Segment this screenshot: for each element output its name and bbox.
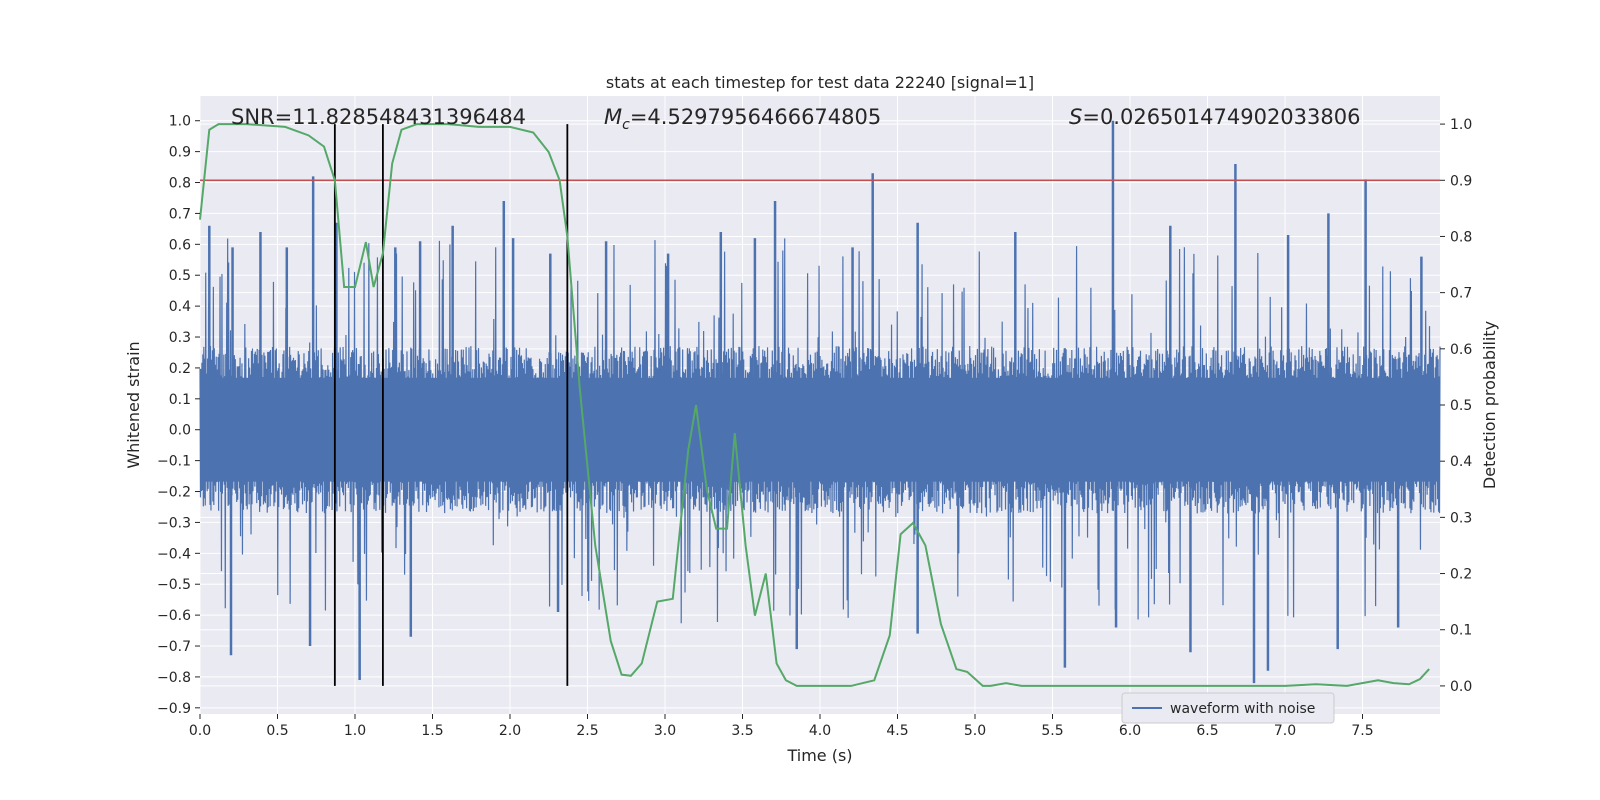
waveform-core: [200, 377, 1440, 482]
x-tick-label: 1.5: [421, 723, 443, 739]
y-tick-label: −0.6: [157, 608, 191, 624]
y2-axis-label: Detection probability: [1480, 321, 1499, 489]
x-axis-label: Time (s): [786, 746, 852, 765]
x-tick-label: 0.0: [189, 723, 211, 739]
chirp-mass-subscript: c: [622, 117, 630, 133]
y-tick-label: −0.7: [157, 639, 191, 655]
y2-tick-label: 0.9: [1450, 173, 1472, 189]
y-axis-label: Whitened strain: [124, 341, 143, 468]
y-tick-label: 0.6: [169, 237, 191, 253]
y-tick-label: 0.2: [169, 361, 191, 377]
y-tick-label: 0.0: [169, 423, 191, 439]
overlay-layer: [200, 124, 1440, 686]
y2-tick-label: 0.7: [1450, 286, 1472, 302]
y2-tick-label: 0.4: [1450, 454, 1472, 470]
x-tick-label: 5.0: [964, 723, 986, 739]
axis-layer: 0.0 0.5 1.0 1.5 2.0 2.5 3.0 3.5 4.0 4.5 5.0 5.5 6.0 6…: [157, 114, 1472, 739]
legend-label: waveform with noise: [1170, 701, 1315, 717]
x-tick-label: 4.0: [809, 723, 831, 739]
y-tick-label: −0.1: [157, 454, 191, 470]
snr-annotation: SNR=11.828548431396484: [231, 105, 526, 129]
x-tick-label: 3.5: [731, 723, 753, 739]
y-tick-label: −0.2: [157, 485, 191, 501]
x-tick-label: 1.0: [344, 723, 366, 739]
probability-layer: [199, 123, 1430, 687]
x-tick-label: 6.0: [1119, 723, 1141, 739]
s-symbol: S: [1069, 105, 1082, 129]
y2-tick-label: 1.0: [1450, 117, 1472, 133]
y2-tick-label: 0.1: [1450, 623, 1472, 639]
x-tick-label: 5.5: [1041, 723, 1063, 739]
x-tick-label: 7.5: [1351, 723, 1373, 739]
y-tick-label: 0.7: [169, 206, 191, 222]
x-tick-label: 6.5: [1196, 723, 1218, 739]
chart-title: stats at each timestep for test data 222…: [606, 73, 1034, 92]
y2-tick-label: 0.3: [1450, 510, 1472, 526]
y-tick-label: −0.9: [157, 701, 191, 717]
x-tick-label: 3.0: [654, 723, 676, 739]
detection-probability-line: [199, 123, 1430, 687]
chirp-mass-annotation: Mc=4.5297956466674805: [604, 105, 881, 133]
legend-box: [1121, 692, 1335, 724]
y-tick-label: 0.3: [169, 330, 191, 346]
y-tick-label: −0.3: [157, 515, 191, 531]
y2-tick-label: 0.5: [1450, 398, 1472, 414]
y2-tick-label: 0.0: [1450, 679, 1472, 695]
y-tick-label: −0.5: [157, 577, 191, 593]
y-tick-label: 0.8: [169, 176, 191, 192]
y-tick-label: 0.4: [169, 299, 191, 315]
y-tick-label: −0.4: [157, 546, 191, 562]
s-value: =0.026501474902033806: [1082, 105, 1360, 129]
chirp-mass-symbol: M: [604, 105, 622, 129]
x-tick-label: 4.5: [886, 723, 908, 739]
s-annotation: S=0.026501474902033806: [1069, 105, 1360, 129]
y-tick-label: −0.8: [157, 670, 191, 686]
x-tick-label: 7.0: [1274, 723, 1296, 739]
legend: waveform with noise: [1121, 692, 1335, 724]
y-tick-label: 0.9: [169, 145, 191, 161]
y-tick-label: 0.5: [169, 268, 191, 284]
chirp-mass-value: =4.5297956466674805: [630, 105, 881, 129]
waveform-layer: [199, 120, 1441, 684]
x-tick-label: 0.5: [266, 723, 288, 739]
x-tick-label: 2.0: [499, 723, 521, 739]
y2-tick-label: 0.2: [1450, 567, 1472, 583]
y-tick-label: 1.0: [169, 114, 191, 130]
x-tick-label: 2.5: [576, 723, 598, 739]
y-tick-label: 0.1: [169, 392, 191, 408]
y2-tick-label: 0.6: [1450, 342, 1472, 358]
y2-tick-label: 0.8: [1450, 229, 1472, 245]
